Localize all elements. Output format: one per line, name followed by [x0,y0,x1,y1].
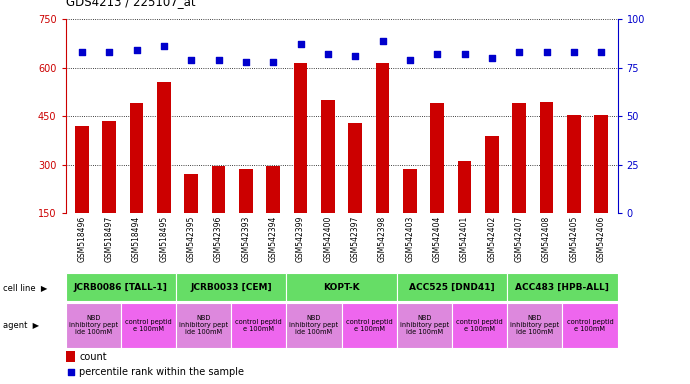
Bar [452,303,507,348]
Point [213,57,224,63]
Bar [75,126,89,262]
Point [322,51,333,57]
Text: GSM542401: GSM542401 [460,215,469,262]
Text: control peptid
e 100mM: control peptid e 100mM [346,319,393,332]
Bar [567,114,581,262]
Text: GSM542398: GSM542398 [378,215,387,262]
Point [65,369,76,375]
Bar [397,273,507,301]
Text: GSM542407: GSM542407 [515,215,524,262]
Bar [431,103,444,262]
Text: GSM518495: GSM518495 [159,215,168,262]
Point [104,49,115,55]
Text: ACC483 [HPB-ALL]: ACC483 [HPB-ALL] [515,283,609,291]
Bar [286,273,397,301]
Point [459,51,470,57]
Bar [130,103,144,262]
Point [350,53,361,59]
Text: control peptid
e 100mM: control peptid e 100mM [566,319,613,332]
Text: GSM542400: GSM542400 [324,215,333,262]
Bar [348,122,362,262]
Bar [507,303,562,348]
Point [404,57,415,63]
Text: GSM518496: GSM518496 [77,215,86,262]
Point [513,49,524,55]
Point [295,41,306,48]
Text: GSM542396: GSM542396 [214,215,223,262]
Bar [102,121,116,262]
Text: GSM542402: GSM542402 [487,215,496,262]
Point [240,59,251,65]
Text: NBD
inhibitory pept
ide 100mM: NBD inhibitory pept ide 100mM [289,315,339,336]
Point [268,59,279,65]
Bar [397,303,452,348]
Text: GDS4213 / 225107_at: GDS4213 / 225107_at [66,0,195,8]
Text: GSM542405: GSM542405 [569,215,578,262]
Text: GSM542408: GSM542408 [542,215,551,262]
Point [541,49,552,55]
Text: control peptid
e 100mM: control peptid e 100mM [125,319,172,332]
Bar [485,136,499,262]
Text: KOPT-K: KOPT-K [323,283,360,291]
Bar [157,82,170,262]
Bar [121,303,176,348]
Bar [176,273,286,301]
Bar [294,63,307,262]
Point [569,49,580,55]
Text: ACC525 [DND41]: ACC525 [DND41] [409,283,495,291]
Text: agent  ▶: agent ▶ [3,321,39,330]
Text: GSM542393: GSM542393 [241,215,250,262]
Point [432,51,443,57]
Bar [403,169,417,262]
Text: GSM542395: GSM542395 [187,215,196,262]
Bar [457,161,471,262]
Text: percentile rank within the sample: percentile rank within the sample [79,367,244,377]
Bar [266,166,280,262]
Bar [66,351,75,362]
Point [486,55,497,61]
Text: NBD
inhibitory pept
ide 100mM: NBD inhibitory pept ide 100mM [68,315,118,336]
Bar [321,100,335,262]
Point [595,49,607,55]
Bar [562,303,618,348]
Text: NBD
inhibitory pept
ide 100mM: NBD inhibitory pept ide 100mM [400,315,449,336]
Text: GSM518494: GSM518494 [132,215,141,262]
Bar [176,303,231,348]
Point [159,43,170,50]
Bar [66,303,121,348]
Point [377,38,388,44]
Point [131,47,142,53]
Text: control peptid
e 100mM: control peptid e 100mM [456,319,503,332]
Bar [286,303,342,348]
Text: count: count [79,352,107,362]
Text: GSM542406: GSM542406 [597,215,606,262]
Bar [342,303,397,348]
Text: GSM542403: GSM542403 [405,215,415,262]
Bar [540,102,553,262]
Bar [594,114,608,262]
Text: cell line  ▶: cell line ▶ [3,283,48,291]
Text: GSM542397: GSM542397 [351,215,359,262]
Bar [376,63,389,262]
Point [77,49,88,55]
Bar [212,166,226,262]
Text: GSM542399: GSM542399 [296,215,305,262]
Text: GSM518497: GSM518497 [105,215,114,262]
Bar [66,273,176,301]
Bar [231,303,286,348]
Point [186,57,197,63]
Bar [239,169,253,262]
Bar [184,174,198,262]
Text: GSM542404: GSM542404 [433,215,442,262]
Bar [513,103,526,262]
Text: NBD
inhibitory pept
ide 100mM: NBD inhibitory pept ide 100mM [179,315,228,336]
Text: JCRB0033 [CEM]: JCRB0033 [CEM] [190,283,272,291]
Text: control peptid
e 100mM: control peptid e 100mM [235,319,282,332]
Text: JCRB0086 [TALL-1]: JCRB0086 [TALL-1] [74,283,168,291]
Text: NBD
inhibitory pept
ide 100mM: NBD inhibitory pept ide 100mM [510,315,560,336]
Bar [507,273,618,301]
Text: GSM542394: GSM542394 [268,215,278,262]
